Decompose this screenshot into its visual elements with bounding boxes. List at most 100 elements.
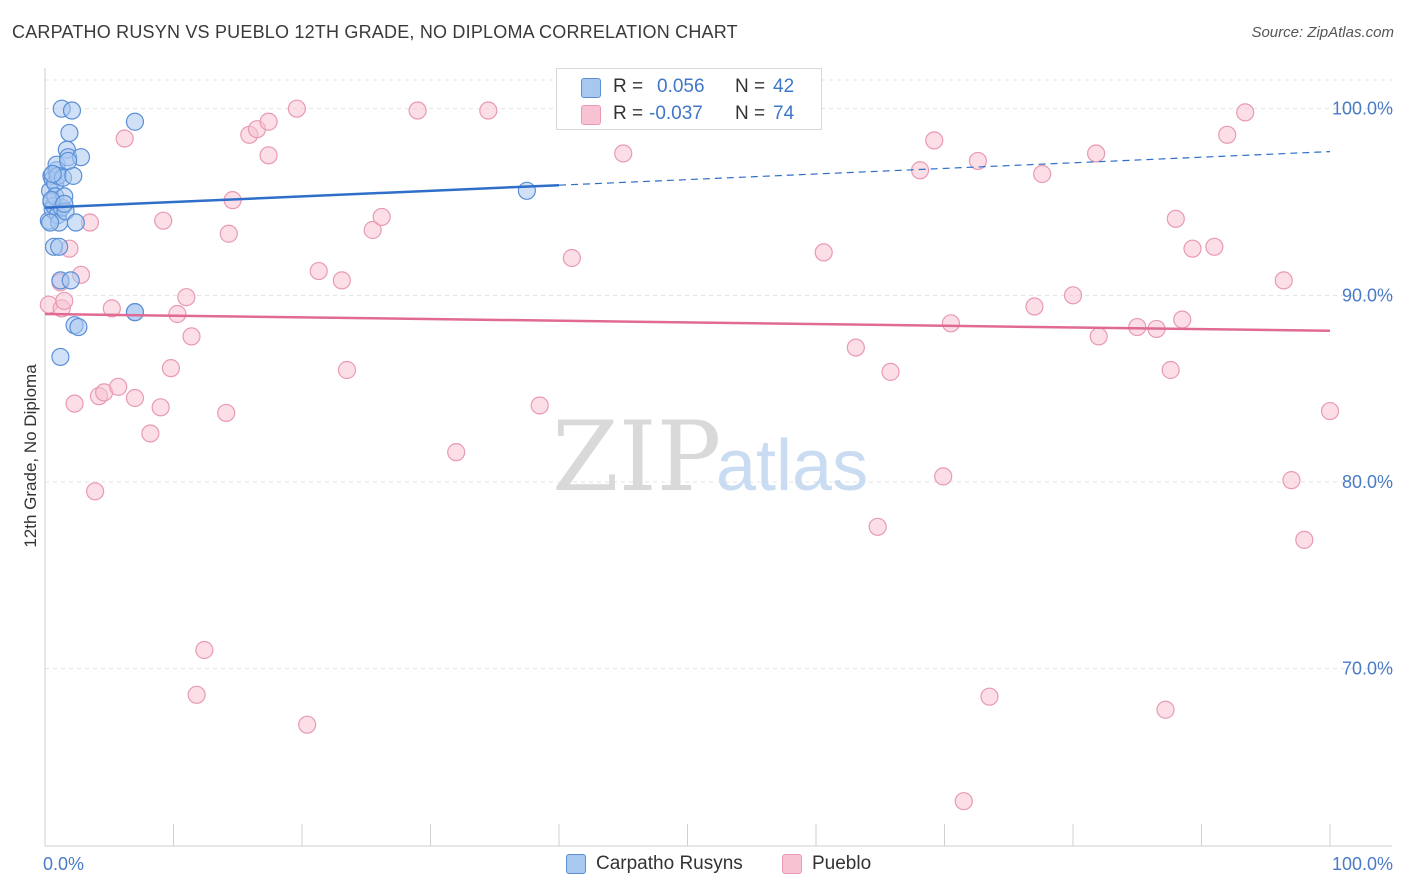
carpatho-rusyn-point xyxy=(51,347,70,367)
y-axis-title: 12th Grade, No Diploma xyxy=(21,364,40,548)
watermark-zip: ZIP xyxy=(552,401,721,513)
watermark-atlas: atlas xyxy=(716,426,868,506)
n-value: 42 xyxy=(773,76,795,97)
pueblo-point xyxy=(86,482,105,501)
legend-swatch-pink xyxy=(782,854,802,874)
pueblo-point xyxy=(408,101,427,120)
r-label: R = xyxy=(613,103,644,124)
r-value: 0.056 xyxy=(657,76,705,97)
n-value: 74 xyxy=(773,103,795,124)
pueblo-point xyxy=(219,224,238,243)
pueblo-point xyxy=(1033,164,1052,184)
pueblo-point xyxy=(309,261,328,281)
watermark: ZIP atlas xyxy=(552,401,868,513)
pueblo-point xyxy=(1025,297,1044,316)
pueblo-point xyxy=(1183,239,1202,258)
data-points xyxy=(39,99,1340,811)
pueblo-point xyxy=(954,792,973,811)
pueblo-point xyxy=(1236,103,1255,122)
pueblo-point xyxy=(1295,530,1314,549)
pueblo-point xyxy=(102,299,121,318)
stats-swatch-blue xyxy=(581,78,601,98)
carpatho-rusyn-point xyxy=(517,181,536,200)
carpatho-rusyn-trend-extension xyxy=(558,151,1331,186)
pueblo-point xyxy=(337,360,357,380)
pueblo-point xyxy=(65,394,84,413)
legend: Carpatho Rusyns Pueblo xyxy=(0,850,1406,880)
pueblo-point xyxy=(846,338,865,357)
y-tick-label: 70.0% xyxy=(1342,659,1393,679)
stats-row-carpatho: R = 0.056 N = 42 xyxy=(557,74,821,100)
pueblo-point xyxy=(941,314,961,333)
pueblo-point xyxy=(910,161,930,180)
pueblo-point xyxy=(217,403,236,423)
pueblo-point xyxy=(530,396,549,415)
r-label: R = xyxy=(613,76,644,97)
pueblo-point xyxy=(1173,310,1192,329)
carpatho-rusyn-point xyxy=(50,237,69,256)
carpatho-rusyn-point xyxy=(55,194,74,213)
y-tick-label: 100.0% xyxy=(1332,99,1393,119)
legend-label: Pueblo xyxy=(812,853,872,874)
carpatho-rusyn-trend-line xyxy=(44,183,560,209)
pueblo-point xyxy=(151,398,170,417)
pueblo-trend-line xyxy=(44,312,1331,333)
pueblo-point xyxy=(332,271,351,290)
pueblo-point xyxy=(1205,237,1224,256)
pueblo-point xyxy=(55,291,74,311)
pueblo-point xyxy=(1156,700,1175,719)
pueblo-point xyxy=(154,211,173,230)
x-tick-label: 100.0% xyxy=(1332,854,1393,874)
carpatho-rusyn-point xyxy=(66,213,85,232)
pueblo-point xyxy=(259,112,278,131)
pueblo-point xyxy=(980,687,999,706)
pueblo-point xyxy=(141,424,160,443)
pueblo-point xyxy=(1320,401,1340,421)
carpatho-rusyn-point xyxy=(60,123,79,143)
chart-source: Source: ZipAtlas.com xyxy=(1251,24,1394,41)
pueblo-point xyxy=(1087,144,1106,163)
pueblo-point xyxy=(182,327,201,346)
pueblo-point xyxy=(363,220,382,240)
pueblo-point xyxy=(259,146,278,165)
stats-box: R = 0.056 N = 42 R = -0.037 N = 74 xyxy=(556,68,822,130)
pueblo-point xyxy=(447,443,466,462)
carpatho-rusyn-point xyxy=(43,164,62,184)
stats-row-pueblo: R = -0.037 N = 74 xyxy=(557,101,821,127)
pueblo-point xyxy=(287,99,306,118)
n-label: N = xyxy=(735,103,766,124)
carpatho-rusyn-point xyxy=(62,101,82,120)
trend-lines xyxy=(44,151,1331,333)
y-tick-label: 80.0% xyxy=(1342,472,1393,492)
pueblo-point xyxy=(1218,125,1237,144)
pueblo-point xyxy=(115,129,134,148)
pueblo-point xyxy=(372,207,391,227)
pueblo-point xyxy=(187,685,206,704)
pueblo-point xyxy=(934,467,953,486)
carpatho-rusyn-point xyxy=(69,317,88,337)
pueblo-point xyxy=(125,388,145,408)
pueblo-point xyxy=(814,243,833,262)
carpatho-rusyn-point xyxy=(59,151,78,171)
carpatho-rusyn-point xyxy=(125,112,145,131)
grid-lines xyxy=(45,79,1392,670)
pueblo-point xyxy=(614,144,633,163)
tick-labels: 70.0% 80.0% 90.0% 100.0% 0.0% 100.0% xyxy=(43,99,1393,874)
pueblo-point xyxy=(925,131,944,150)
chart-title: CARPATHO RUSYN VS PUEBLO 12TH GRADE, NO … xyxy=(12,22,738,42)
carpatho-rusyn-point xyxy=(41,213,60,232)
carpatho-rusyn-point xyxy=(61,271,80,290)
pueblo-point xyxy=(109,377,128,396)
pueblo-point xyxy=(161,359,181,378)
x-tick-label: 0.0% xyxy=(43,854,84,874)
pueblo-point xyxy=(868,517,887,536)
pueblo-point xyxy=(1282,471,1301,490)
pueblo-point xyxy=(1166,209,1185,228)
stats-swatch-pink xyxy=(581,105,601,125)
pueblo-point xyxy=(195,640,214,660)
carpatho-rusyn-point xyxy=(125,303,145,322)
pueblo-point xyxy=(1089,327,1108,346)
n-label: N = xyxy=(735,76,766,97)
pueblo-point xyxy=(177,288,196,307)
